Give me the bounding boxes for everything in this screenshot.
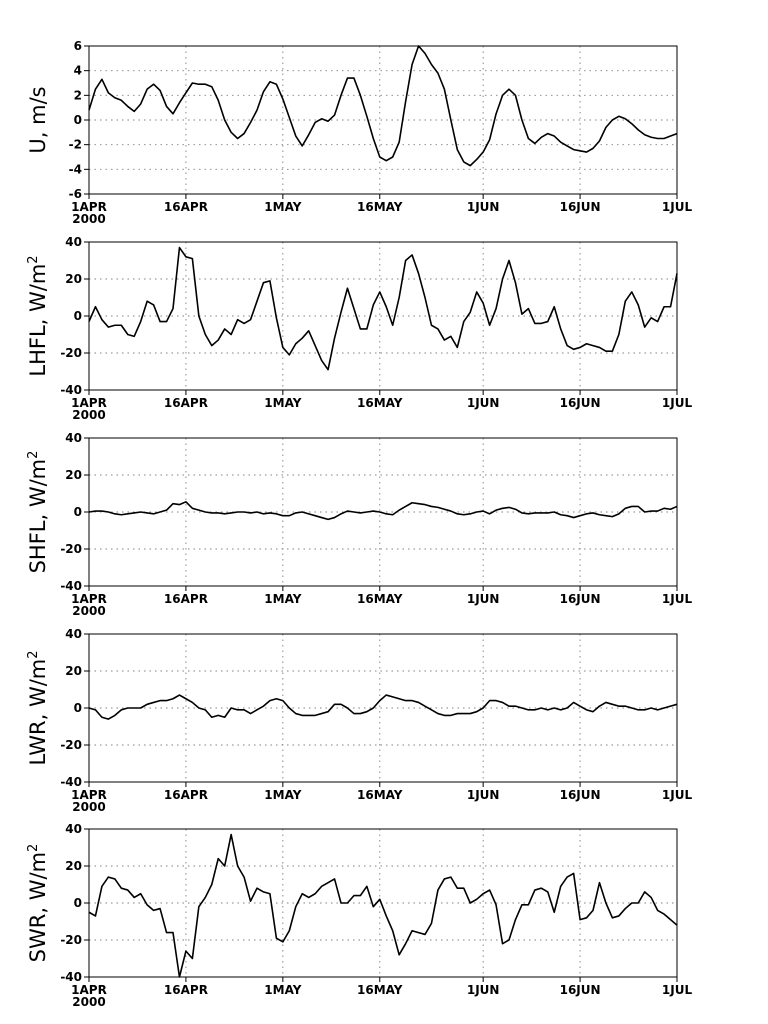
y-tick-label: 0 <box>74 309 82 323</box>
y-tick-label: 4 <box>74 64 82 78</box>
y-tick-label: 20 <box>65 272 82 286</box>
x-tick-label: 1MAY <box>264 396 301 410</box>
y-tick-label: -40 <box>60 383 82 397</box>
x-tick-label: 16MAY <box>357 200 403 214</box>
x-tick-label: 1APR <box>71 983 107 997</box>
y-tick-label: 2 <box>74 88 82 102</box>
series-line <box>88 501 678 521</box>
x-tick-label: 1APR <box>71 788 107 802</box>
x-tick-label: 1JUL <box>662 396 693 410</box>
y-axis-label: LHFL, W/m2 <box>26 255 50 376</box>
y-axis-label: SHFL, W/m2 <box>26 451 50 574</box>
x-tick-label: 16JUN <box>560 200 601 214</box>
y-tick-label: -40 <box>60 579 82 593</box>
y-tick-label: 20 <box>65 859 82 873</box>
y-tick-label: 40 <box>65 627 82 641</box>
x-tick-label: 16JUN <box>560 788 601 802</box>
x-tick-label: 16JUN <box>560 983 601 997</box>
x-tick-label: 1JUL <box>662 983 693 997</box>
x-tick-label: 16APR <box>164 592 208 606</box>
x-tick-label: 1APR <box>71 592 107 606</box>
y-tick-label: -20 <box>60 933 82 947</box>
series-line <box>88 694 678 720</box>
y-axis-label: SWR, W/m2 <box>26 844 50 963</box>
x-tick-label: 1JUN <box>467 592 500 606</box>
y-tick-label: -20 <box>60 738 82 752</box>
y-tick-label: -40 <box>60 970 82 984</box>
x-tick-label: 16APR <box>164 396 208 410</box>
x-tick-label: 16MAY <box>357 592 403 606</box>
x-tick-label: 16APR <box>164 788 208 802</box>
series-line <box>88 45 678 167</box>
x-tick-label: 1APR <box>71 396 107 410</box>
x-tick-label: 1JUL <box>662 200 693 214</box>
x-tick-label: 16MAY <box>357 396 403 410</box>
x-tick-label: 16JUN <box>560 396 601 410</box>
x-tick-label: 1MAY <box>264 592 301 606</box>
y-tick-label: -40 <box>60 775 82 789</box>
y-axis-label: LWR, W/m2 <box>26 650 50 765</box>
x-tick-label: 1JUN <box>467 983 500 997</box>
y-tick-label: -6 <box>69 187 82 201</box>
y-tick-label: -20 <box>60 346 82 360</box>
x-tick-label: 1JUL <box>662 592 693 606</box>
y-tick-label: 40 <box>65 431 82 445</box>
panel-5: -40 -20 0 20 40 1APR 16APR 1MAY 16MAY 1JUN 16JUN 1J… <box>26 822 692 1009</box>
x-tick-label: 16MAY <box>357 983 403 997</box>
x-year-label: 2000 <box>72 995 105 1009</box>
y-tick-label: 6 <box>74 39 82 53</box>
x-tick-label: 1JUL <box>662 788 693 802</box>
x-tick-label: 1MAY <box>264 983 301 997</box>
x-tick-label: 16JUN <box>560 592 601 606</box>
series-line <box>88 246 678 371</box>
y-axis-label: U, m/s <box>26 86 50 153</box>
x-tick-label: 1MAY <box>264 200 301 214</box>
y-tick-label: 40 <box>65 235 82 249</box>
y-tick-label: 0 <box>74 896 82 910</box>
series-line <box>88 833 678 978</box>
y-tick-label: 20 <box>65 468 82 482</box>
panel-4: -40 -20 0 20 40 1APR 16APR 1MAY 16MAY 1JUN 16JUN 1J… <box>26 627 692 814</box>
x-year-label: 2000 <box>72 604 105 618</box>
panel-2: -40 -20 0 20 40 1APR 16APR 1MAY 16MAY 1JUN 16JUN 1J… <box>26 235 692 422</box>
x-year-label: 2000 <box>72 408 105 422</box>
x-year-label: 2000 <box>72 212 105 226</box>
x-tick-label: 1JUN <box>467 788 500 802</box>
y-tick-label: 20 <box>65 664 82 678</box>
x-tick-label: 1APR <box>71 200 107 214</box>
x-tick-label: 1MAY <box>264 788 301 802</box>
x-tick-label: 16APR <box>164 983 208 997</box>
x-tick-label: 1JUN <box>467 200 500 214</box>
x-year-label: 2000 <box>72 800 105 814</box>
y-tick-label: -4 <box>69 162 82 176</box>
x-tick-label: 16APR <box>164 200 208 214</box>
y-tick-label: 0 <box>74 505 82 519</box>
x-tick-label: 1JUN <box>467 396 500 410</box>
panel-1: -6 -4 -2 0 2 4 6 1APR 16APR 1MAY 16MAY 1JUN 16JUN 1JU… <box>26 39 692 226</box>
y-tick-label: 0 <box>74 701 82 715</box>
y-tick-label: 40 <box>65 822 82 836</box>
y-tick-label: 0 <box>74 113 82 127</box>
y-tick-label: -20 <box>60 542 82 556</box>
y-tick-label: -2 <box>69 138 82 152</box>
x-tick-label: 16MAY <box>357 788 403 802</box>
panel-3: -40 -20 0 20 40 1APR 16APR 1MAY 16MAY 1JUN 16JUN 1J… <box>26 431 692 618</box>
